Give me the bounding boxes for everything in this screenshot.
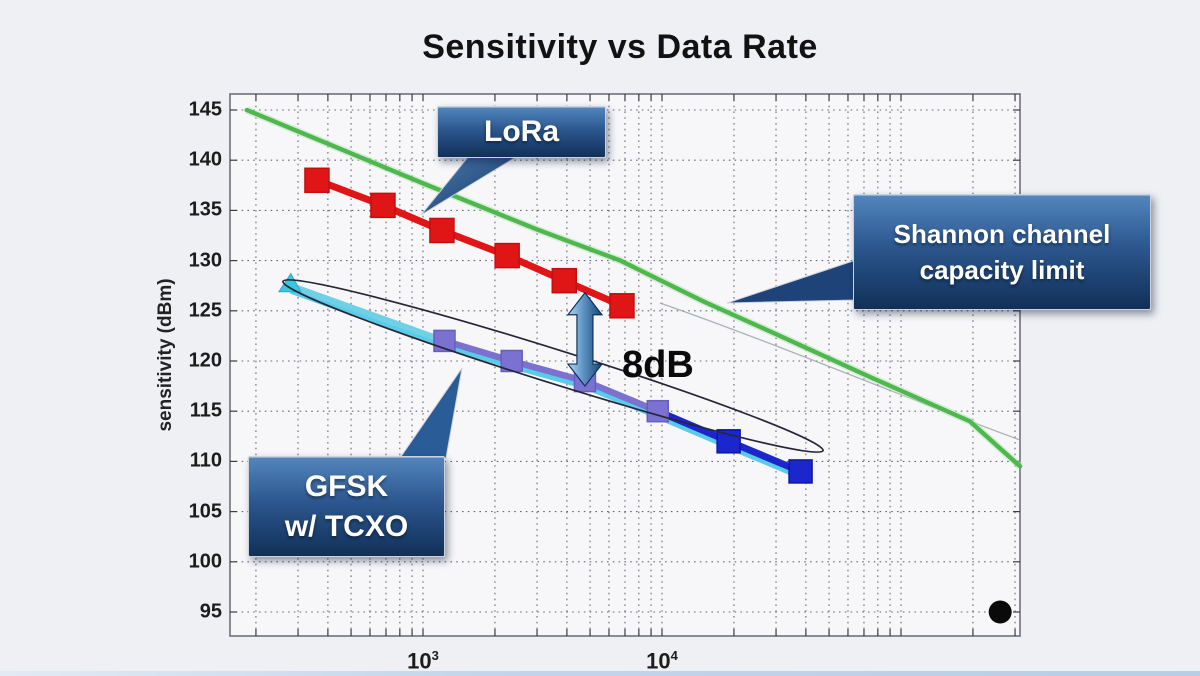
gfsk-ellipse-highlight [282,278,824,454]
chart-title: Sensitivity vs Data Rate [422,28,818,66]
y-tick-label: 140 [188,148,222,171]
gfsk-marker [716,429,741,454]
gfsk-marker [788,459,813,484]
callout-shannon-line1: Shannon channel [893,218,1111,249]
annotation-8db-arrow [566,291,604,388]
gfsk-start-marker [277,272,302,293]
y-axis-label: sensitivity (dBm) [155,278,176,432]
lora-marker [609,293,635,319]
y-tick-label: 110 [189,449,222,472]
callout-lora-label: LoRa [484,115,559,148]
y-tick-label: 125 [188,299,222,322]
y-tick-label: 130 [188,249,222,272]
gfsk-segment-mid [443,337,660,415]
gfsk-marker [646,399,670,423]
bottom-strip [0,671,1200,676]
lora-marker [370,192,396,219]
y-tick-label: 120 [188,349,222,372]
callout-gfsk-line1: GFSK [304,469,389,503]
y-tick-label: 145 [188,98,222,121]
y-tick-label: 135 [188,198,222,221]
lora-marker [494,242,520,269]
annotation-8db-label: 8dB [622,344,694,386]
x-tick-label: 104 [646,648,678,674]
black-dot [988,600,1012,624]
callout-shannon: Shannon channel capacity limit [853,194,1151,310]
y-tick-label: 105 [188,500,222,523]
callout-shannon-line2: capacity limit [919,255,1085,285]
gfsk-segment-start [289,282,446,344]
x-tick-label: 103 [407,648,439,674]
callout-gfsk: GFSK w/ TCXO [248,456,445,557]
callout-lora: LoRa [437,106,606,158]
y-tick-label: 115 [189,399,222,422]
shannon-line [244,107,1023,469]
callout-gfsk-line2: w/ TCXO [284,509,409,543]
y-tick-label: 95 [199,600,222,623]
lora-marker [304,167,330,194]
lora-marker [551,267,578,294]
y-tick-label: 100 [188,550,222,573]
lora-marker [429,217,455,244]
